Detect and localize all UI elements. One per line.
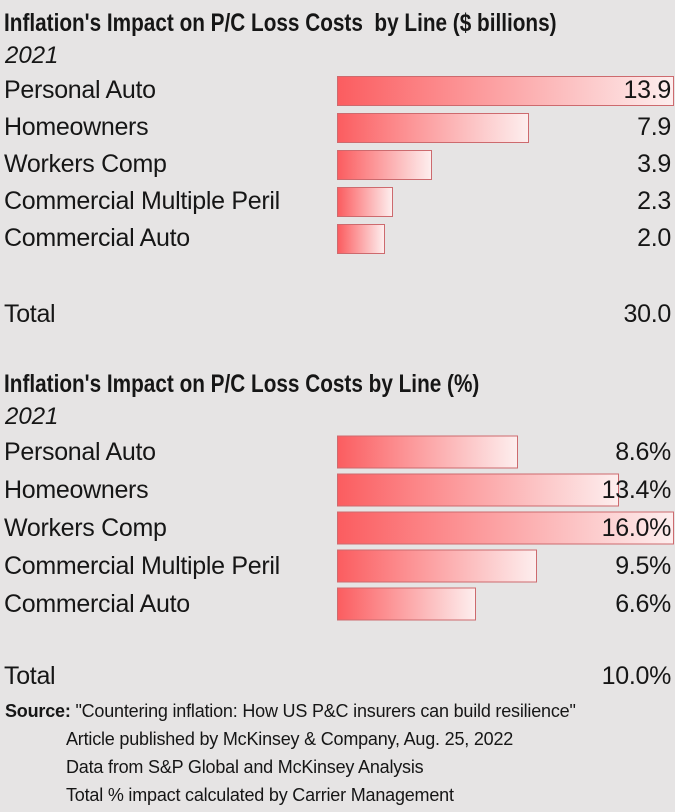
bar-zone xyxy=(337,511,674,545)
data-bar xyxy=(337,587,476,621)
category-label: Homeowners xyxy=(4,476,149,504)
chart-title-billions: Inflation's Impact on P/C Loss Costs by … xyxy=(4,8,675,38)
category-label: Commercial Multiple Peril xyxy=(4,187,280,215)
category-label: Commercial Multiple Peril xyxy=(4,552,280,580)
bar-row-commercial-multiple-peril: Commercial Multiple Peril 2.3 xyxy=(0,183,675,220)
value-label: 13.9 xyxy=(623,76,672,104)
bar-zone xyxy=(337,473,674,507)
source-line: Data from S&P Global and McKinsey Analys… xyxy=(66,757,424,777)
bar-row-commercial-auto: Commercial Auto 2.0 xyxy=(0,220,675,257)
category-label: Homeowners xyxy=(4,113,149,141)
data-bar xyxy=(337,186,393,217)
value-label: 16.0% xyxy=(601,514,672,542)
billions-bar-rows: Personal Auto 13.9 Homeowners 7.9 Worker… xyxy=(0,72,675,257)
value-label: 6.6% xyxy=(615,590,671,618)
value-label: 2.0 xyxy=(637,224,671,252)
chart-title-text: Inflation's Impact on P/C Loss Costs by … xyxy=(4,370,480,398)
total-row-billions: Total 30.0 xyxy=(0,297,675,331)
total-label: Total xyxy=(4,662,56,690)
source-block: Source: "Countering inflation: How US P&… xyxy=(0,697,675,809)
bar-row-personal-auto: Personal Auto 8.6% xyxy=(0,433,675,471)
bar-row-workers-comp: Workers Comp 3.9 xyxy=(0,146,675,183)
value-label: 3.9 xyxy=(637,150,671,178)
category-label: Personal Auto xyxy=(4,438,156,466)
bar-row-homeowners: Homeowners 7.9 xyxy=(0,109,675,146)
category-label: Commercial Auto xyxy=(4,590,190,618)
bar-row-commercial-multiple-peril: Commercial Multiple Peril 9.5% xyxy=(0,547,675,585)
data-bar xyxy=(337,549,538,583)
value-label: 13.4% xyxy=(601,476,672,504)
source-line: Source: "Countering inflation: How US P&… xyxy=(0,697,675,725)
source-line: Article published by McKinsey & Company,… xyxy=(66,729,514,749)
data-bar xyxy=(337,75,674,106)
source-text: "Countering inflation: How US P&C insure… xyxy=(75,701,576,721)
bar-row-homeowners: Homeowners 13.4% xyxy=(0,471,675,509)
value-label: 2.3 xyxy=(637,187,671,215)
bar-zone xyxy=(337,149,674,180)
value-label: 8.6% xyxy=(615,438,671,466)
bar-zone xyxy=(337,435,674,469)
source-label: Source: xyxy=(5,701,71,721)
bar-zone xyxy=(337,549,674,583)
data-bar xyxy=(337,435,519,469)
total-value: 10.0% xyxy=(601,662,672,690)
percent-bar-rows: Personal Auto 8.6% Homeowners 13.4% Work… xyxy=(0,433,675,623)
bar-zone xyxy=(337,587,674,621)
bar-zone xyxy=(337,75,674,106)
total-row-percent: Total 10.0% xyxy=(0,659,675,693)
year-label: 2021 xyxy=(5,42,59,69)
bar-zone xyxy=(337,186,674,217)
bar-zone xyxy=(337,223,674,254)
chart-title-percent: Inflation's Impact on P/C Loss Costs by … xyxy=(4,369,675,399)
bar-row-personal-auto: Personal Auto 13.9 xyxy=(0,72,675,109)
data-bar xyxy=(337,511,674,545)
percent-chart: Inflation's Impact on P/C Loss Costs by … xyxy=(0,369,675,693)
data-bar xyxy=(337,149,432,180)
total-label: Total xyxy=(4,300,56,328)
source-line: Total % impact calculated by Carrier Man… xyxy=(66,785,454,805)
category-label: Workers Comp xyxy=(4,514,167,542)
value-label: 7.9 xyxy=(637,113,671,141)
year-label: 2021 xyxy=(5,403,59,430)
bar-row-workers-comp: Workers Comp 16.0% xyxy=(0,509,675,547)
category-label: Personal Auto xyxy=(4,76,156,104)
total-value: 30.0 xyxy=(623,300,672,328)
bar-zone xyxy=(337,112,674,143)
chart-title-text: Inflation's Impact on P/C Loss Costs by … xyxy=(4,9,557,37)
data-bar xyxy=(337,473,620,507)
category-label: Workers Comp xyxy=(4,150,167,178)
data-bar xyxy=(337,112,529,143)
billions-chart: Inflation's Impact on P/C Loss Costs by … xyxy=(0,8,675,331)
value-label: 9.5% xyxy=(615,552,671,580)
category-label: Commercial Auto xyxy=(4,224,190,252)
bar-row-commercial-auto: Commercial Auto 6.6% xyxy=(0,585,675,623)
data-bar xyxy=(337,223,386,254)
